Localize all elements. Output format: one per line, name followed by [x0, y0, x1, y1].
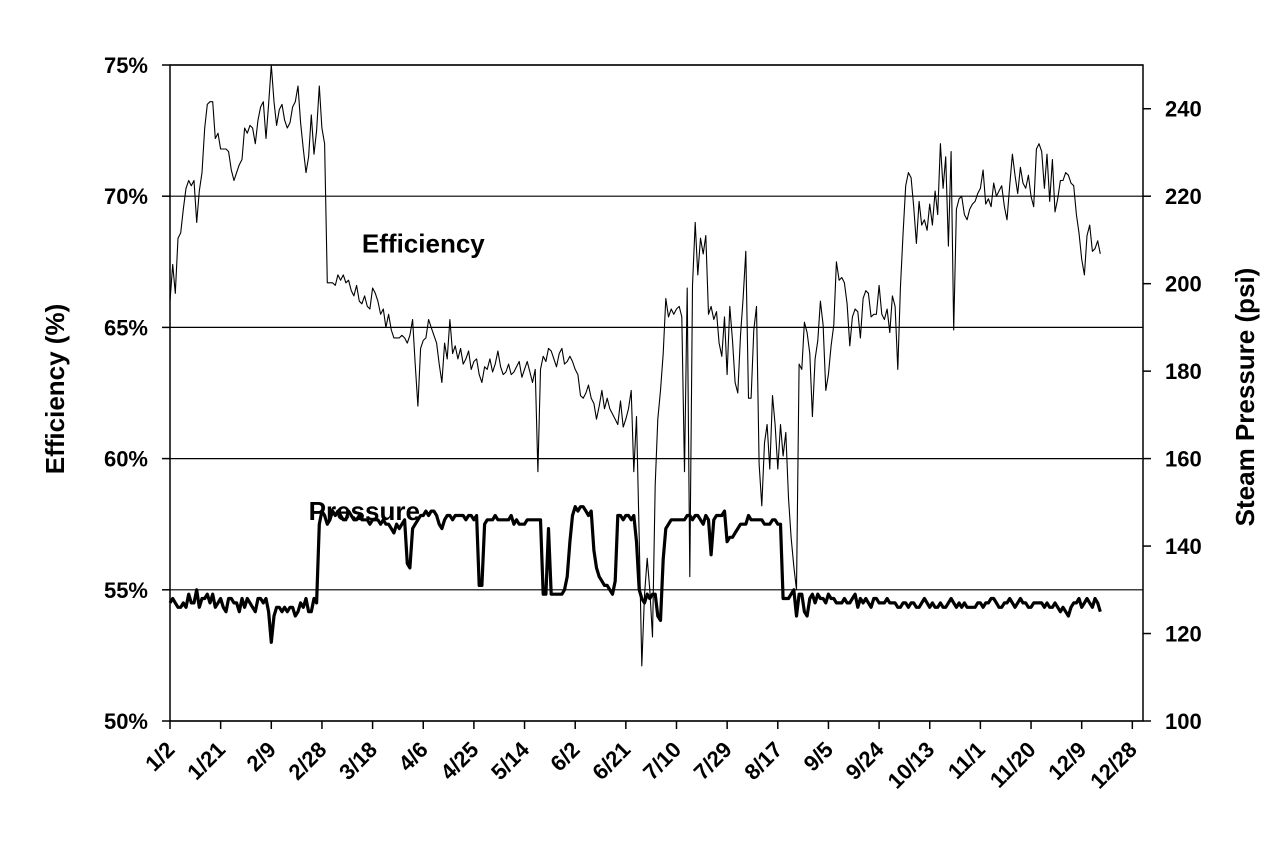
series-label-pressure: Pressure [309, 496, 420, 526]
x-tick-label: 8/17 [739, 737, 787, 785]
x-tick-label: 4/25 [435, 737, 483, 785]
gridlines [170, 64, 1143, 722]
x-tick-label: 9/24 [841, 736, 889, 784]
left-tick-label: 75% [104, 53, 148, 78]
x-tick-label: 7/10 [638, 737, 686, 785]
x-axis: 1/2 1/21 2/9 2/28 3/18 4/6 4/25 5/14 6/2 6/21 7/10… [140, 721, 1142, 793]
plot-frame [169, 64, 1144, 722]
series-line-pressure [168, 505, 1102, 644]
x-tick-label: 6/2 [545, 737, 584, 776]
series-line-efficiency [169, 64, 1101, 667]
x-tick-label: 1/2 [140, 737, 179, 776]
series-annotations: Efficiency Pressure [309, 228, 486, 526]
left-tick-label: 55% [104, 578, 148, 603]
right-tick-label: 240 [1165, 97, 1202, 122]
x-tick-label: 1/21 [182, 737, 230, 785]
left-tick-label: 70% [104, 184, 148, 209]
right-axis-title: Steam Pressure (psi) [1230, 268, 1260, 527]
left-axis-title: Efficiency (%) [40, 304, 70, 475]
x-tick-label: 4/6 [393, 737, 432, 776]
right-tick-label: 180 [1165, 359, 1202, 384]
x-tick-label: 2/28 [284, 737, 332, 785]
left-tick-label: 50% [104, 709, 148, 734]
x-tick-label: 5/14 [486, 736, 534, 784]
right-tick-label: 220 [1165, 184, 1202, 209]
series-lines [168, 64, 1102, 667]
right-tick-label: 100 [1165, 709, 1202, 734]
x-tick-label: 11/20 [985, 737, 1041, 793]
x-tick-label: 12/28 [1085, 737, 1142, 794]
x-tick-label: 6/21 [587, 737, 635, 785]
x-tick-label: 3/18 [334, 737, 382, 785]
series-label-efficiency: Efficiency [362, 228, 485, 258]
left-tick-label: 65% [104, 315, 148, 340]
x-tick-label: 11/1 [943, 737, 990, 784]
x-tick-label: 2/9 [242, 737, 281, 776]
right-tick-label: 140 [1165, 534, 1202, 559]
x-tick-label: 12/9 [1043, 737, 1091, 785]
x-tick-label: 9/5 [799, 737, 838, 776]
right-tick-label: 200 [1165, 272, 1202, 297]
right-tick-label: 160 [1165, 447, 1202, 472]
left-y-axis: 50% 55% 60% 65% 70% 75% [104, 53, 170, 734]
right-y-axis: 100 120 140 160 180 200 220 240 [1143, 97, 1202, 734]
x-tick-label: 7/29 [689, 737, 737, 785]
right-tick-label: 120 [1165, 622, 1202, 647]
x-tick-label: 10/13 [883, 737, 940, 794]
left-tick-label: 60% [104, 447, 148, 472]
